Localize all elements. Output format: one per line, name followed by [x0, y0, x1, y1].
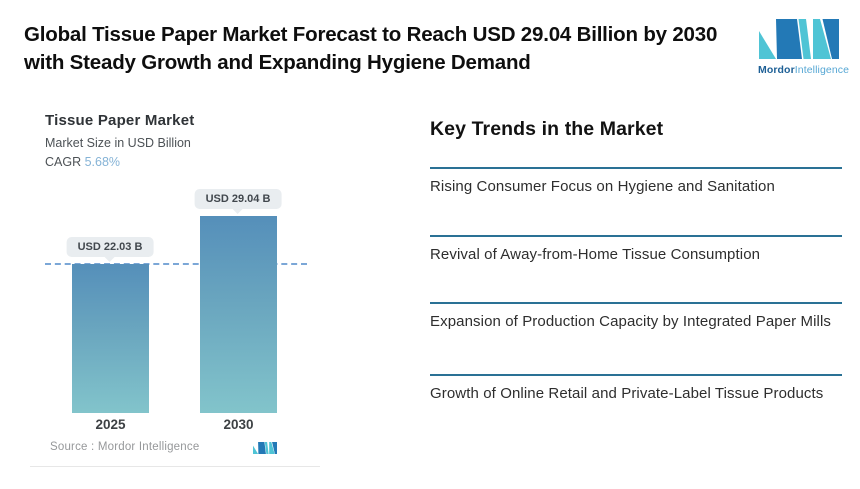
trend-item: Rising Consumer Focus on Hygiene and San… [430, 167, 842, 235]
panel-bottom-divider [30, 466, 320, 467]
value-label-2030: USD 29.04 B [194, 189, 282, 209]
brand-logo: MordorIntelligence [758, 19, 850, 76]
source-attribution: Source : Mordor Intelligence [50, 441, 200, 453]
cagr-value: 5.68% [84, 155, 121, 169]
mordor-intelligence-logo-icon [759, 19, 839, 59]
axis-label-2025: 2025 [95, 417, 126, 432]
trend-item: Expansion of Production Capacity by Inte… [430, 302, 842, 374]
trend-item: Revival of Away-from-Home Tissue Consump… [430, 235, 842, 302]
reference-dashed-line [45, 263, 307, 265]
bar-2025 [72, 264, 149, 413]
trend-item: Growth of Online Retail and Private-Labe… [430, 374, 842, 446]
chart-subtitle: Market Size in USD Billion [45, 136, 191, 150]
market-chart-panel: Tissue Paper Market Market Size in USD B… [30, 100, 320, 468]
chart-cagr: CAGR 5.68% [45, 155, 121, 169]
bar-2030 [200, 216, 277, 413]
mordor-intelligence-mini-logo-icon [253, 442, 277, 454]
bar-chart: Tissue Paper Market Market Size in USD B… [30, 100, 320, 413]
page-title: Global Tissue Paper Market Forecast to R… [24, 23, 718, 75]
axis-label-2030: 2030 [223, 417, 254, 432]
value-label-2025: USD 22.03 B [66, 237, 154, 257]
chart-title: Tissue Paper Market [45, 112, 195, 129]
brand-name: MordorIntelligence [758, 64, 850, 76]
trends-heading: Key Trends in the Market [430, 118, 664, 140]
